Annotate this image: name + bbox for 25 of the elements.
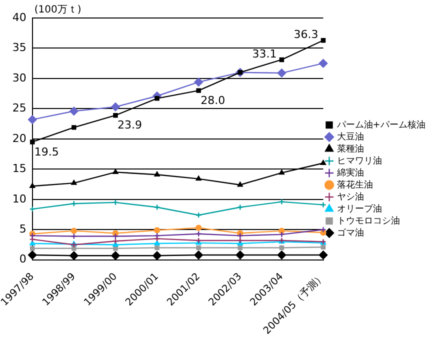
y-tick-label: 10 xyxy=(12,192,26,206)
y-tick-label: 30 xyxy=(12,71,26,84)
legend-label: オリーブ油 xyxy=(336,203,382,214)
data-label: 36.3 xyxy=(294,28,318,42)
legend-label: 菜種油 xyxy=(336,143,364,154)
y-tick-label: 40 xyxy=(12,10,26,24)
legend-label: ゴマ油 xyxy=(336,227,364,238)
y-tick-label: 0 xyxy=(19,252,26,266)
legend-label: トウモロコシ油 xyxy=(336,215,400,226)
y-tick-label: 15 xyxy=(12,162,26,176)
legend-label: パーム油+パーム核油 xyxy=(336,119,426,130)
data-label: 19.5 xyxy=(34,145,59,158)
legend-label: ヒマワリ油 xyxy=(336,155,382,166)
y-tick-label: 5 xyxy=(19,222,26,236)
legend-label: 綿実油 xyxy=(336,167,364,178)
data-label: 23.9 xyxy=(117,118,142,132)
y-tick-label: 35 xyxy=(12,41,26,54)
data-label: 28.0 xyxy=(200,94,226,107)
y-axis-title: (100万ｔ) xyxy=(34,4,82,16)
legend-label: 大豆油 xyxy=(336,131,364,142)
data-label: 33.1 xyxy=(252,48,277,61)
legend-label: ヤシ油 xyxy=(336,191,364,202)
y-tick-label: 25 xyxy=(12,102,26,115)
legend-label: 落花生油 xyxy=(336,179,373,190)
y-tick-label: 20 xyxy=(12,132,26,145)
